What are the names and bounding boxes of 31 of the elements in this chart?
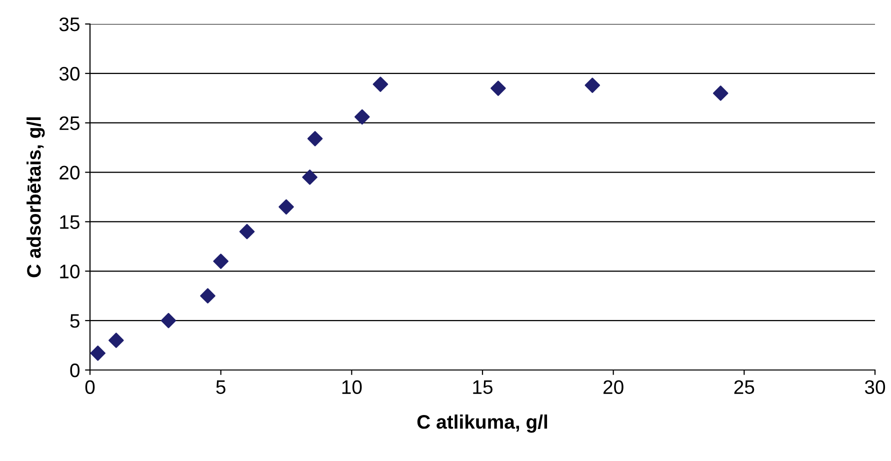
- y-axis-title: C adsorbētais, g/l: [26, 117, 45, 278]
- point: [90, 346, 106, 361]
- point: [239, 224, 255, 240]
- point: [213, 254, 228, 269]
- y-tick-label: 10: [60, 264, 80, 278]
- point: [712, 86, 728, 101]
- y-tick-label: 20: [60, 166, 80, 180]
- point: [278, 199, 294, 215]
- x-tick-label: 5: [216, 380, 226, 394]
- x-tick-label: 20: [604, 380, 624, 394]
- point: [354, 109, 370, 125]
- point: [108, 332, 124, 348]
- x-tick-label: 10: [342, 380, 362, 394]
- x-tick-label: 30: [864, 380, 886, 394]
- x-axis-title: C atlikuma, g/l: [417, 414, 548, 433]
- y-tick-label: 30: [59, 66, 80, 81]
- x-tick-label: 25: [734, 380, 754, 394]
- point: [584, 78, 600, 93]
- point: [490, 80, 506, 96]
- y-tick-label: 25: [60, 116, 80, 130]
- point: [307, 131, 323, 146]
- point: [302, 170, 318, 185]
- x-tick-label: 15: [473, 380, 492, 394]
- point: [200, 288, 216, 304]
- y-tick-label: 5: [70, 314, 80, 328]
- y-tick-label: 0: [70, 363, 80, 378]
- point: [372, 76, 388, 92]
- y-tick-label: 35: [59, 17, 80, 32]
- y-tick-label: 15: [60, 215, 80, 229]
- point: [160, 312, 176, 328]
- x-tick-label: 0: [85, 380, 95, 394]
